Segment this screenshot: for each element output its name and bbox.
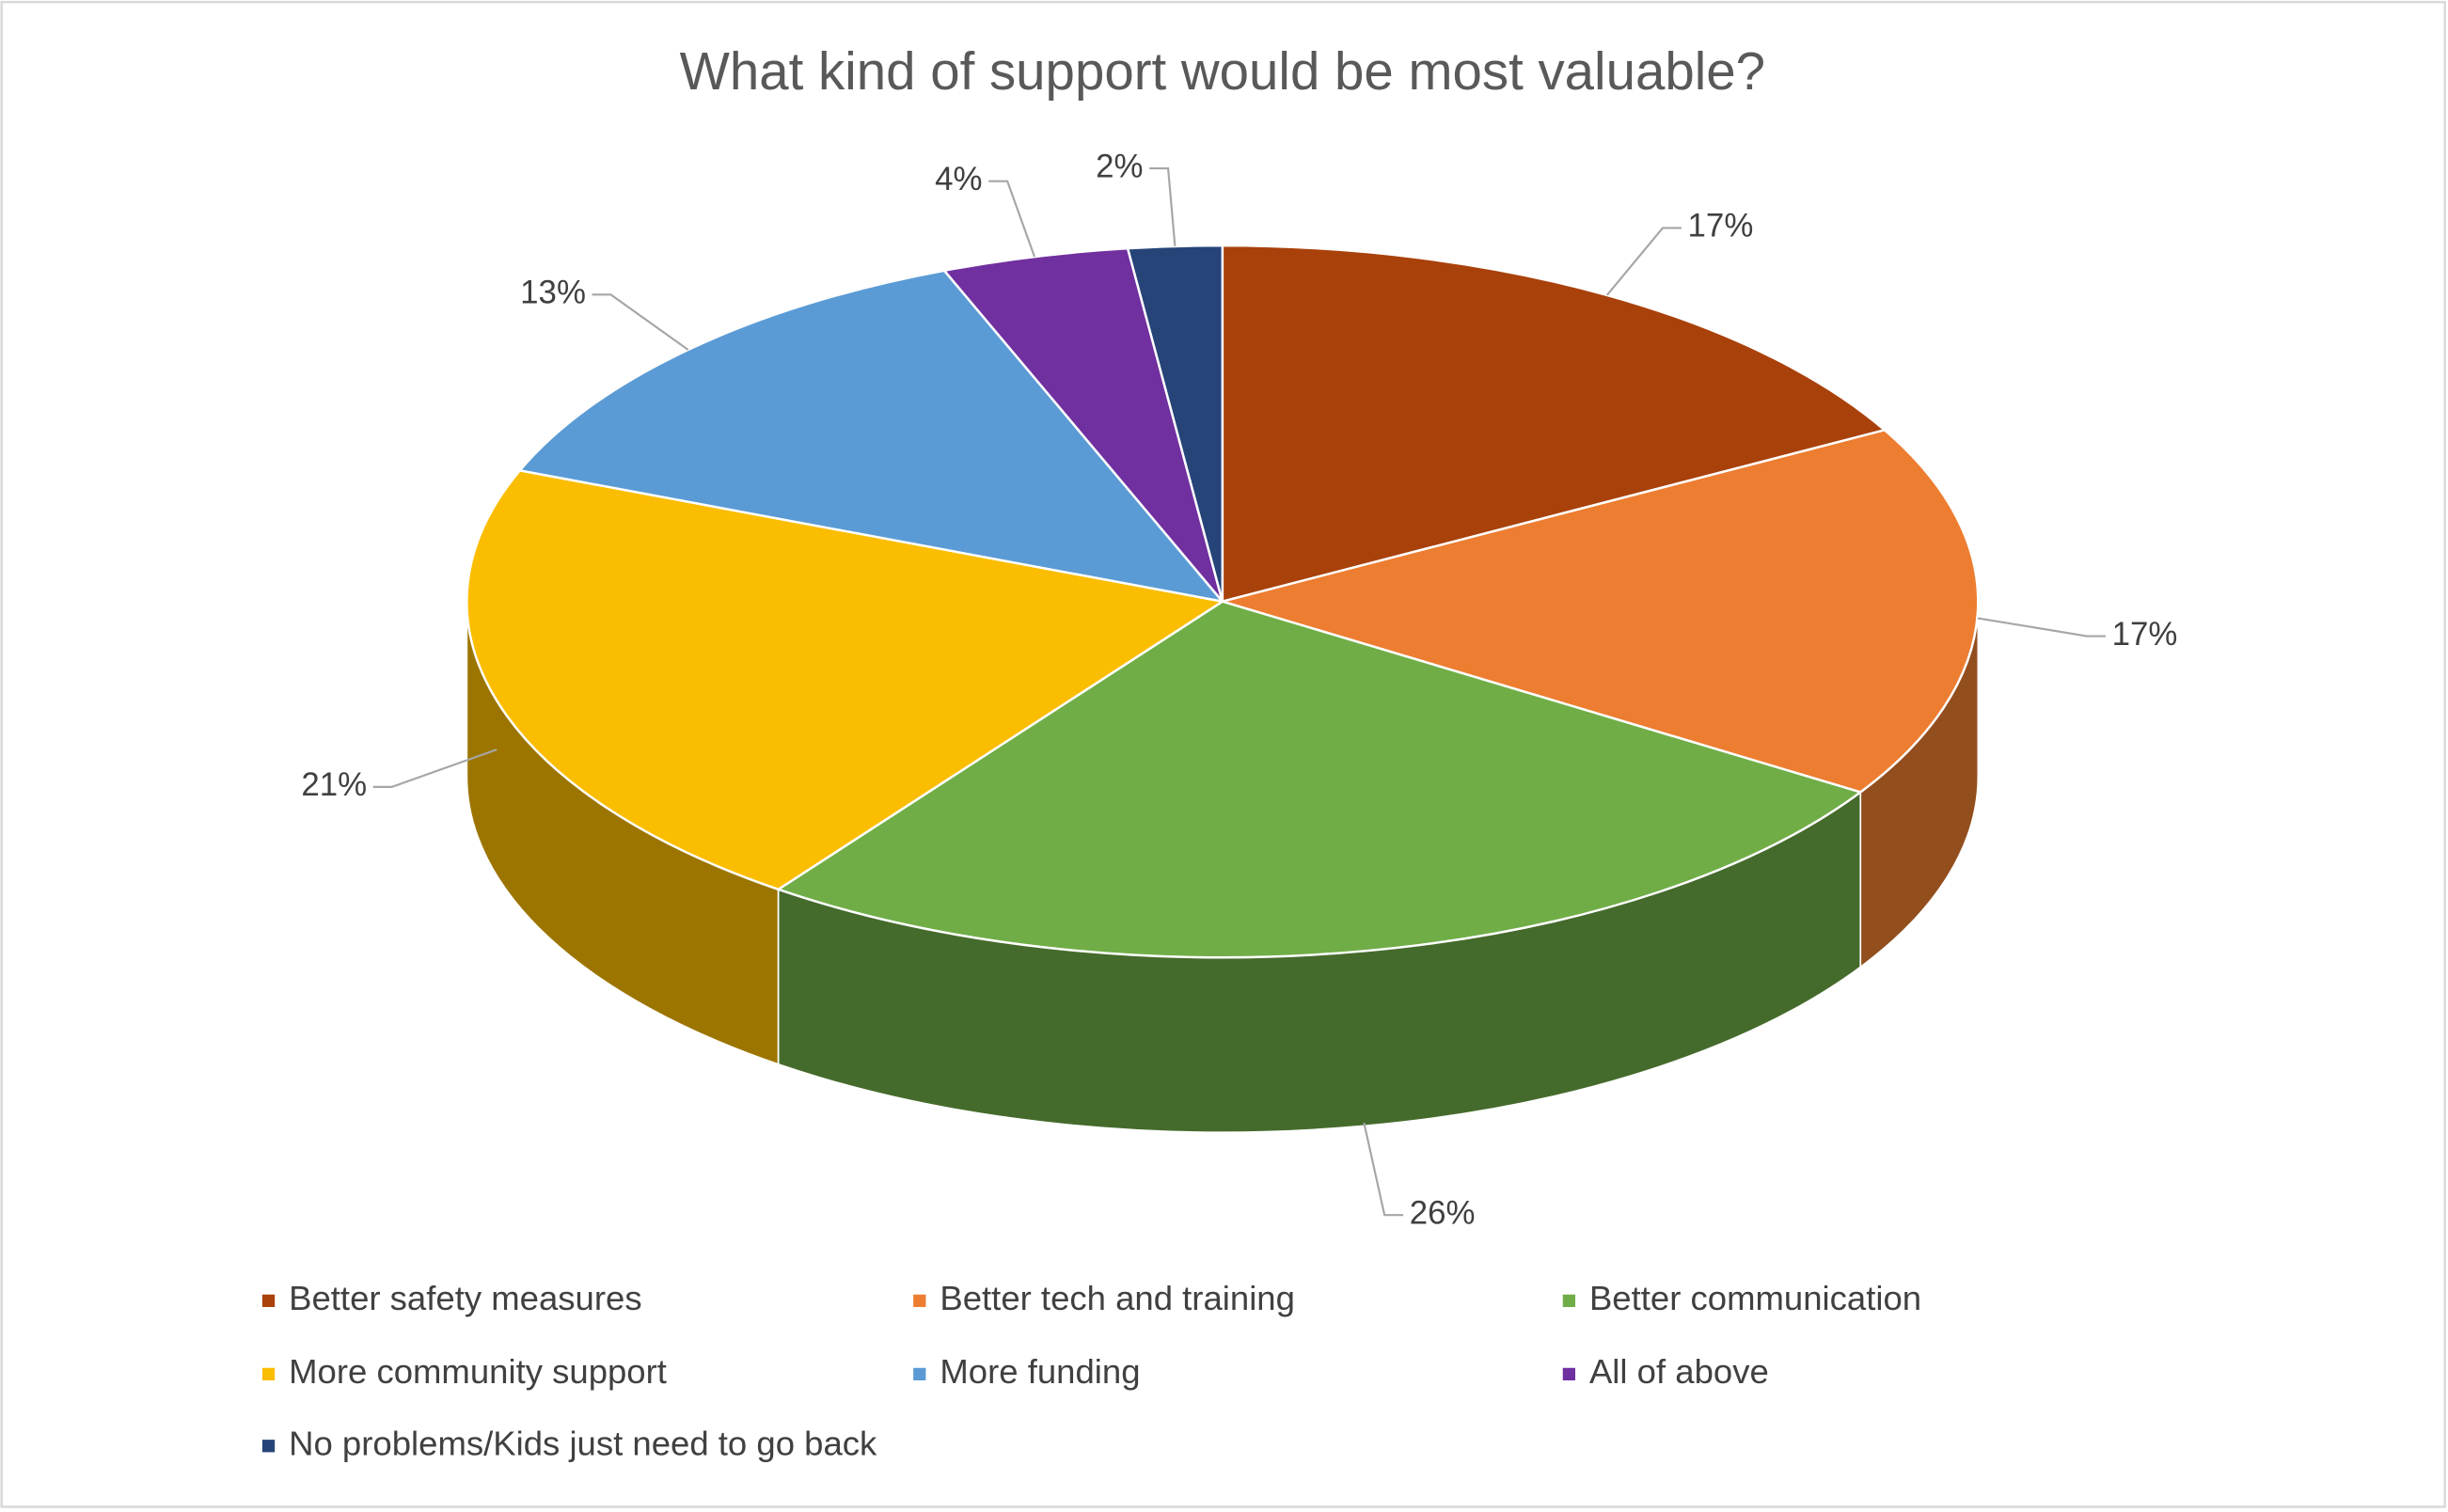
slice (1126, 244, 1224, 602)
chart-title: What kind of support would be most valua… (680, 41, 1766, 101)
legend-swatch (261, 1294, 276, 1308)
data-label: 17% (1688, 208, 1754, 244)
data-label: 17% (2112, 616, 2178, 653)
leader-line (1363, 1122, 1404, 1217)
leader-line (1977, 617, 2106, 638)
data-label: 21% (301, 766, 367, 803)
legend-swatch (1562, 1294, 1576, 1308)
data-label: 13% (520, 275, 586, 311)
leader-line (372, 748, 497, 788)
leader-line (988, 180, 1036, 258)
legend-label: Better tech and training (940, 1279, 1295, 1317)
legend-swatch (261, 1440, 276, 1453)
slice (775, 600, 1863, 959)
slice (1221, 244, 1887, 604)
leader-line (592, 293, 689, 351)
legend-swatch (913, 1294, 926, 1308)
data-label: 26% (1410, 1194, 1476, 1231)
legend-label: More community support (289, 1352, 667, 1391)
legend-label: More funding (940, 1352, 1140, 1391)
slice (941, 246, 1224, 603)
legend-label: All of above (1589, 1352, 1769, 1391)
leader-line (1606, 227, 1682, 296)
data-label: 4% (935, 161, 982, 197)
legend-label: Better communication (1589, 1279, 1921, 1317)
slice (517, 269, 1226, 604)
legend-swatch (913, 1367, 926, 1381)
legend-swatch (1562, 1367, 1576, 1381)
slice (1218, 428, 1980, 794)
leader-line (1149, 166, 1177, 246)
legend-swatch (261, 1367, 276, 1381)
legend-label: No problems/Kids just need to go back (289, 1424, 877, 1462)
slice (466, 468, 1226, 891)
legend-label: Better safety measures (289, 1279, 641, 1317)
data-label: 2% (1096, 148, 1143, 184)
